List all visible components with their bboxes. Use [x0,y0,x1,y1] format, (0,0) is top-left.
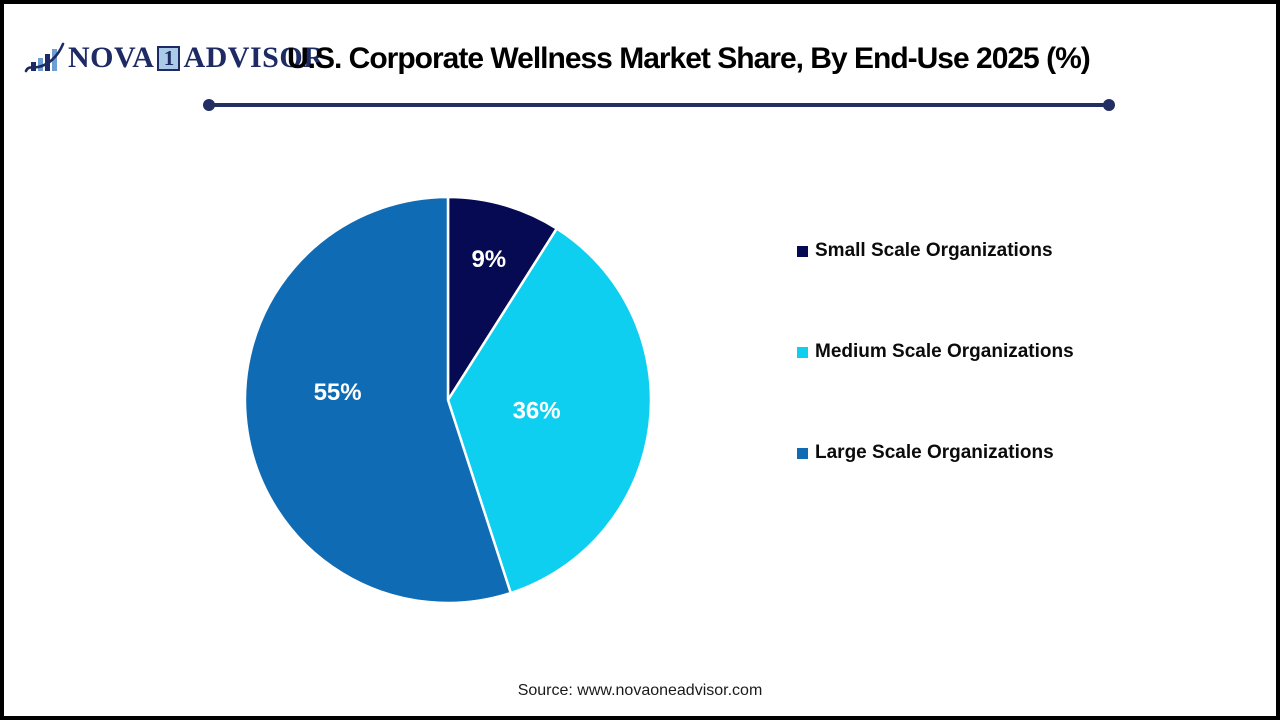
legend-label: Small Scale Organizations [815,240,1053,261]
pie-chart: 9% 36% 55% [241,193,655,607]
slice-value-label: 55% [314,379,362,406]
source-note: Source: www.novaoneadvisor.com [517,682,763,699]
slice-value-label: 9% [471,246,506,273]
legend-label: Large Scale Organizations [815,442,1054,463]
slice-value-label: 36% [513,398,561,425]
legend-item: Large Scale Organizations [797,442,1074,464]
legend-item: Small Scale Organizations [797,240,1074,262]
pie-slice-large-scale-organizations [243,195,512,605]
legend-marker [797,346,808,358]
brand-logo: NOVA 1 ADVISOR [24,38,325,78]
logo-one-box: 1 [157,45,181,71]
pie-slice-small-scale-organizations [446,195,559,402]
title-underline [203,99,1115,111]
divider-left-dot [203,99,215,111]
logo-chart-icon [24,42,65,73]
page-title: U.S. Corporate Wellness Market Share, By… [287,42,1091,75]
legend-marker [797,245,808,257]
logo-text-nova: NOVA [68,41,155,74]
logo-text-advisor: ADVISOR [183,41,326,74]
legend: Small Scale Organizations Medium Scale O… [797,240,1074,543]
legend-label: Medium Scale Organizations [815,341,1074,362]
pie-slice-medium-scale-organizations [446,227,653,595]
legend-item: Medium Scale Organizations [797,341,1074,363]
legend-marker [797,447,808,459]
divider-right-dot [1103,99,1115,111]
